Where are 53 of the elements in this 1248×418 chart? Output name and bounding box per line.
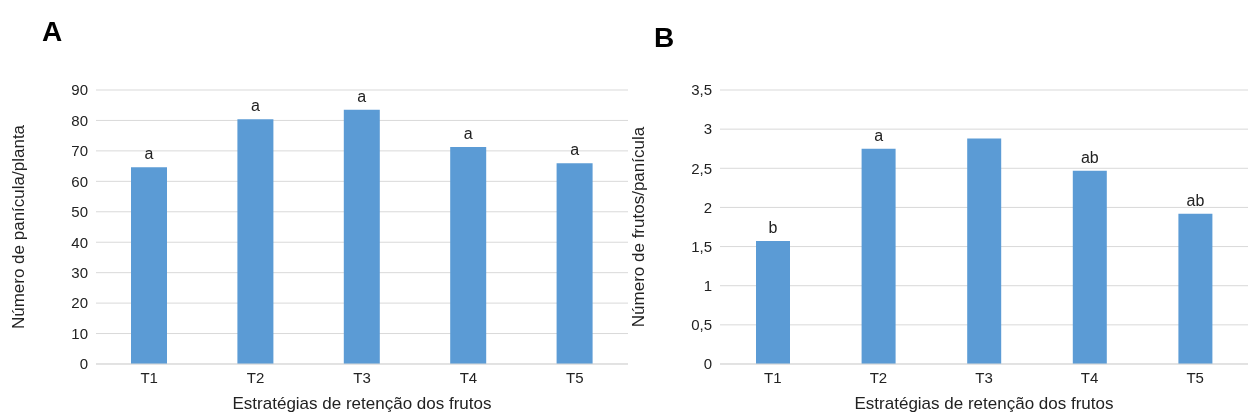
- annotation: a: [357, 87, 367, 105]
- bar: [131, 167, 167, 364]
- bar: [1178, 213, 1213, 364]
- y-tick-label: 2,5: [691, 159, 712, 177]
- y-tick-label: 70: [71, 142, 88, 160]
- annotation: a: [250, 97, 260, 115]
- bar: [756, 241, 790, 364]
- y-tick-label: 3,5: [691, 81, 712, 99]
- y-tick-label: 1: [703, 277, 712, 295]
- bar: [237, 119, 274, 364]
- y-tick-label: 20: [71, 294, 88, 312]
- bar: [556, 163, 593, 364]
- annotation: a: [570, 141, 580, 159]
- bar: [967, 138, 1002, 364]
- y-tick-label: 40: [71, 233, 88, 251]
- y-tick-label: 10: [71, 324, 88, 342]
- annotation: ab: [1080, 148, 1099, 166]
- x-tick-label: T2: [869, 368, 888, 386]
- y-tick-label: 2: [703, 198, 712, 216]
- chart-title: A: [42, 16, 63, 48]
- annotation: b: [768, 219, 778, 237]
- y-tick-label: 30: [71, 263, 88, 281]
- x-tick-label: T2: [246, 368, 265, 386]
- y-tick-label: 80: [71, 111, 88, 129]
- y-axis-title: Número de frutos/panícula: [629, 126, 649, 328]
- annotation: ab: [1186, 191, 1205, 209]
- y-tick-label: 1,5: [691, 237, 712, 255]
- bar: [450, 146, 487, 364]
- x-tick-label: T5: [1186, 368, 1204, 386]
- bar: [1072, 170, 1107, 364]
- y-tick-label: 60: [71, 172, 88, 190]
- chart-title: B: [654, 22, 675, 54]
- y-axis-title: Número de panícula/planta: [9, 124, 29, 330]
- x-tick-label: T4: [1080, 368, 1099, 386]
- annotation: a: [463, 124, 473, 142]
- x-tick-label: T5: [566, 368, 584, 386]
- bar: [861, 148, 896, 364]
- x-tick-label: T4: [459, 368, 478, 386]
- x-axis-title: Estratégias de retenção dos frutos: [853, 394, 1115, 414]
- y-tick-label: 50: [71, 203, 88, 221]
- bar: [343, 109, 380, 364]
- x-tick-label: T3: [975, 368, 993, 386]
- y-tick-label: 3: [703, 120, 712, 138]
- annotation: a: [144, 145, 154, 163]
- y-tick-label: 0: [703, 355, 712, 373]
- y-tick-label: 0: [79, 355, 88, 373]
- x-tick-label: T1: [140, 368, 158, 386]
- annotation: a: [874, 126, 884, 144]
- y-tick-label: 0,5: [691, 316, 712, 334]
- x-axis-title: Estratégias de retenção dos frutos: [231, 394, 493, 414]
- x-tick-label: T1: [764, 368, 782, 386]
- y-tick-label: 90: [71, 81, 88, 99]
- x-tick-label: T3: [353, 368, 371, 386]
